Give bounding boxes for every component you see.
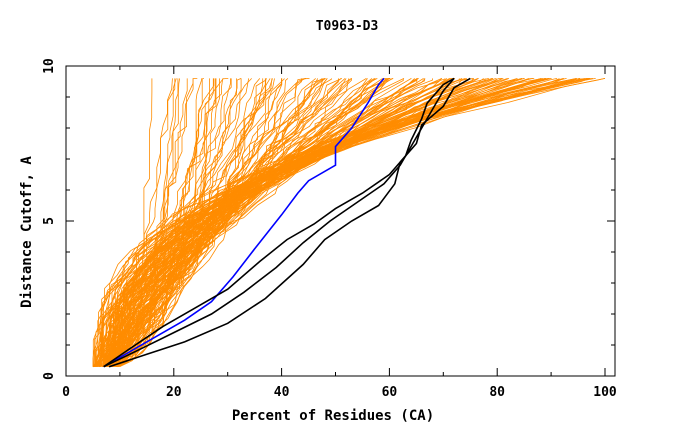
chart-title: T0963-D3	[316, 19, 379, 34]
highlight-curve-black	[103, 77, 455, 368]
model-curve	[111, 78, 525, 367]
x-axis: 0 20 40 60 80 100	[62, 66, 617, 400]
x-tick-label: 0	[62, 385, 70, 400]
model-curve	[115, 78, 588, 367]
x-axis-title: Percent of Residues (CA)	[232, 408, 434, 424]
model-curve	[92, 78, 504, 367]
model-curve	[118, 78, 590, 367]
model-curve	[116, 78, 387, 367]
model-curve	[109, 78, 390, 367]
x-tick-label: 60	[382, 385, 398, 400]
y-axis-title: Distance Cutoff, A	[19, 156, 35, 308]
model-curve	[116, 78, 325, 367]
highlighted-model-curves	[103, 77, 471, 368]
x-tick-label: 40	[274, 385, 290, 400]
model-curve	[95, 78, 591, 367]
background-model-curves	[92, 78, 606, 368]
model-curve	[118, 78, 606, 367]
x-tick-label: 100	[593, 385, 617, 400]
model-curve	[107, 78, 546, 367]
model-curve	[107, 78, 546, 367]
highlight-curve-blue	[103, 77, 385, 368]
model-curve	[115, 78, 426, 367]
y-tick-label: 5	[42, 217, 57, 225]
highlight-curve-black	[103, 77, 455, 368]
model-curve	[119, 78, 448, 367]
y-axis: 0 5 10	[42, 58, 615, 380]
highlight-curve-black	[108, 77, 471, 368]
x-tick-label: 80	[489, 385, 505, 400]
y-tick-label: 10	[42, 58, 57, 74]
model-curve	[97, 78, 580, 367]
y-tick-label: 0	[42, 372, 57, 380]
x-tick-label: 20	[166, 385, 182, 400]
model-curve	[95, 78, 606, 367]
model-curve	[104, 78, 591, 367]
